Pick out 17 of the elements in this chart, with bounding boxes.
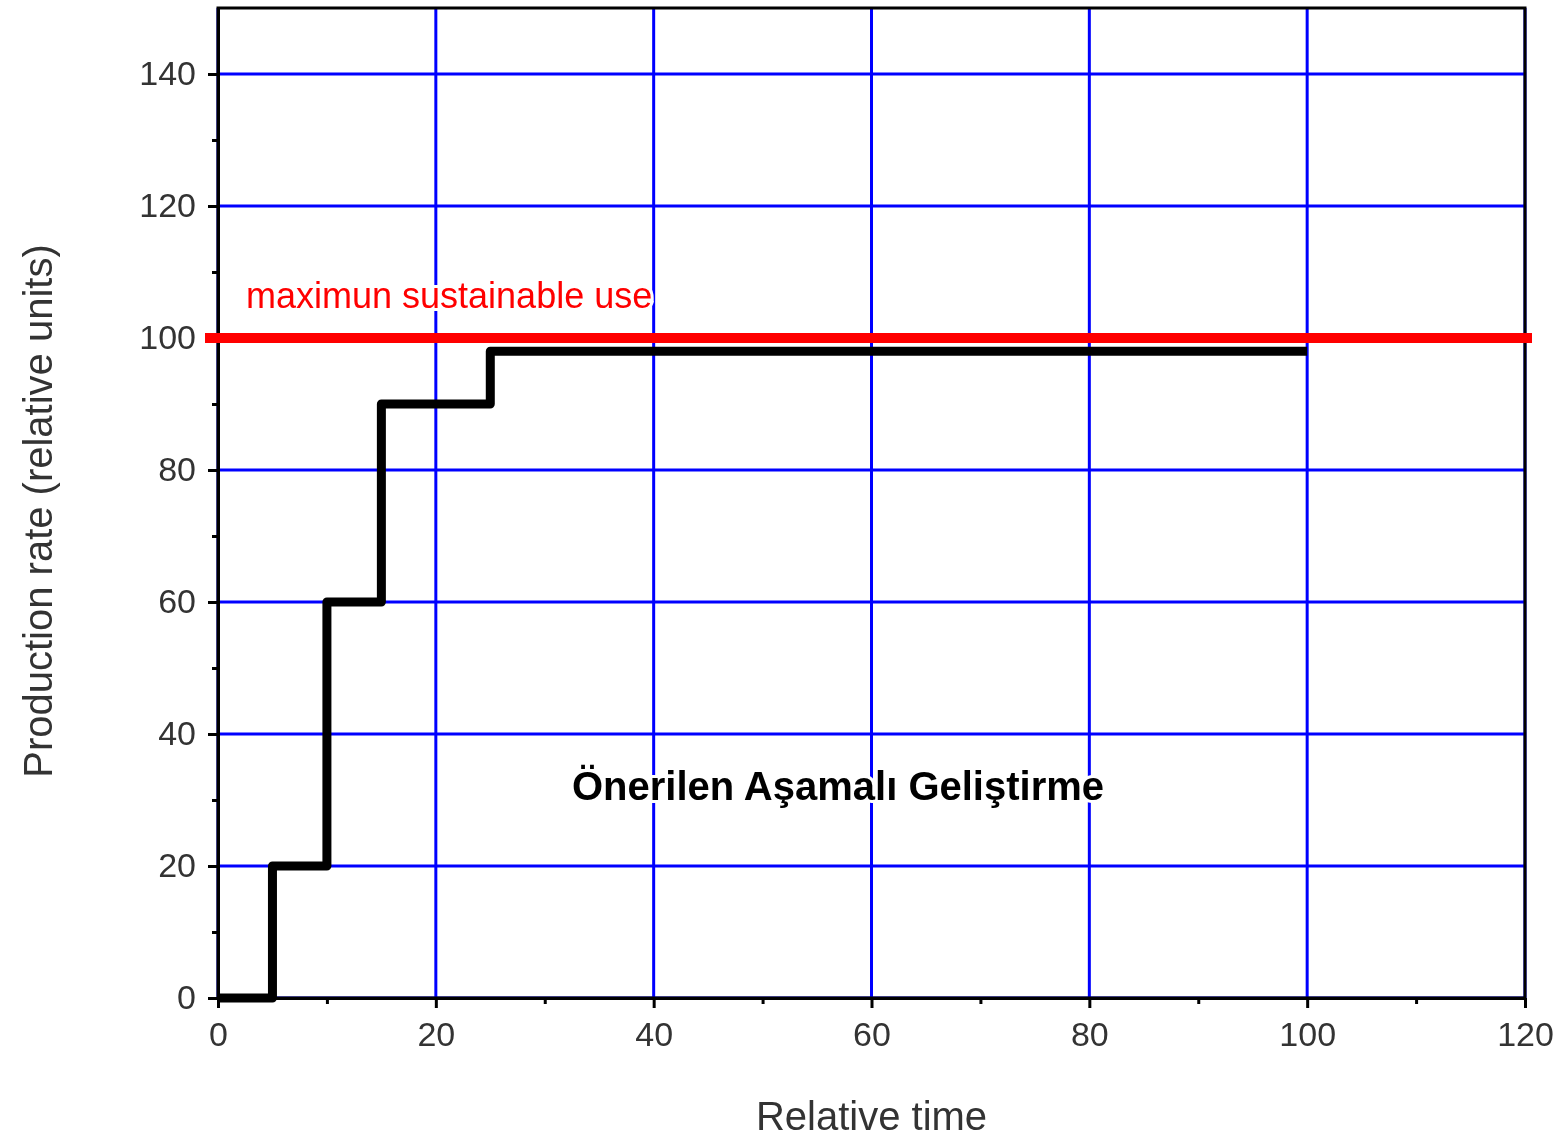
x-tick-label: 20 bbox=[417, 1015, 456, 1054]
x-tick-label: 40 bbox=[635, 1015, 674, 1054]
y-axis-title: Production rate (relative units) bbox=[16, 244, 60, 778]
y-tick-label: 140 bbox=[139, 54, 196, 93]
x-tick-label: 120 bbox=[1497, 1015, 1554, 1054]
y-tick-label: 120 bbox=[139, 186, 196, 225]
y-tick-label: 100 bbox=[139, 318, 196, 357]
x-tick-label: 80 bbox=[1070, 1015, 1109, 1054]
y-tick-label: 40 bbox=[158, 714, 196, 753]
y-tick-label: 80 bbox=[158, 450, 196, 489]
x-tick-label: 100 bbox=[1279, 1015, 1337, 1054]
x-tick-label: 0 bbox=[209, 1015, 228, 1054]
x-tick-label: 60 bbox=[853, 1015, 891, 1054]
y-tick-label: 20 bbox=[158, 846, 196, 885]
y-tick-label: 0 bbox=[177, 978, 196, 1017]
y-tick-label: 60 bbox=[158, 582, 196, 621]
x-axis-title: Relative time bbox=[755, 1094, 988, 1138]
